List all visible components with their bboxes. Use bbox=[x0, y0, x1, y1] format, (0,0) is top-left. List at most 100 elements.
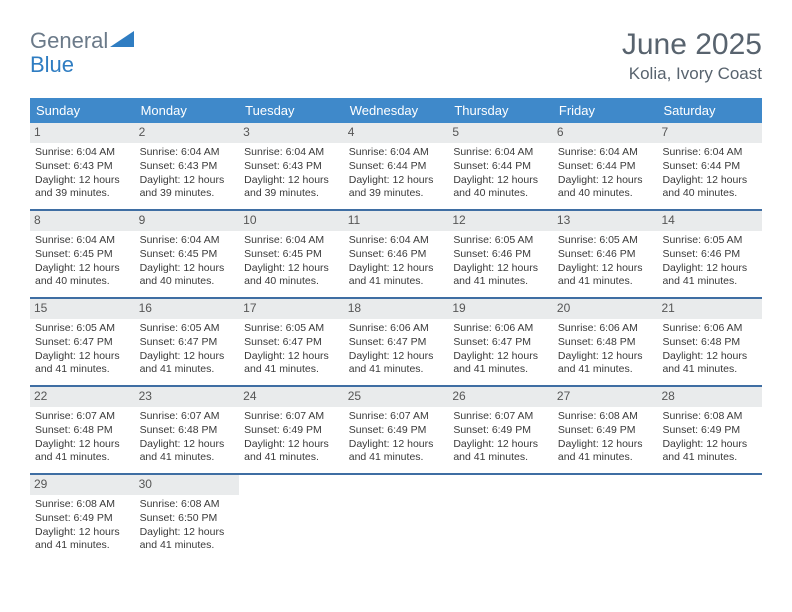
daylight-text: Daylight: 12 hours bbox=[35, 438, 131, 452]
day-body: Sunrise: 6:05 AMSunset: 6:47 PMDaylight:… bbox=[34, 322, 131, 377]
sunset-text: Sunset: 6:48 PM bbox=[35, 424, 131, 438]
daylight-text: and 41 minutes. bbox=[349, 275, 445, 289]
sunset-text: Sunset: 6:46 PM bbox=[349, 248, 445, 262]
sunrise-text: Sunrise: 6:04 AM bbox=[662, 146, 758, 160]
sunrise-text: Sunrise: 6:08 AM bbox=[35, 498, 131, 512]
sunrise-text: Sunrise: 6:07 AM bbox=[349, 410, 445, 424]
day-number: 10 bbox=[239, 211, 344, 231]
sunset-text: Sunset: 6:44 PM bbox=[558, 160, 654, 174]
calendar-day-cell: 25Sunrise: 6:07 AMSunset: 6:49 PMDayligh… bbox=[344, 387, 449, 473]
day-body: Sunrise: 6:04 AMSunset: 6:43 PMDaylight:… bbox=[34, 146, 131, 201]
sunrise-text: Sunrise: 6:04 AM bbox=[349, 234, 445, 248]
daylight-text: and 39 minutes. bbox=[349, 187, 445, 201]
daylight-text: Daylight: 12 hours bbox=[244, 262, 340, 276]
sunrise-text: Sunrise: 6:08 AM bbox=[140, 498, 236, 512]
daylight-text: and 41 minutes. bbox=[140, 451, 236, 465]
daylight-text: Daylight: 12 hours bbox=[140, 526, 236, 540]
daylight-text: Daylight: 12 hours bbox=[453, 438, 549, 452]
day-body: Sunrise: 6:04 AMSunset: 6:44 PMDaylight:… bbox=[661, 146, 758, 201]
calendar-day-cell: 19Sunrise: 6:06 AMSunset: 6:47 PMDayligh… bbox=[448, 299, 553, 385]
daylight-text: Daylight: 12 hours bbox=[662, 438, 758, 452]
sunset-text: Sunset: 6:45 PM bbox=[35, 248, 131, 262]
day-number: 3 bbox=[239, 123, 344, 143]
daylight-text: and 41 minutes. bbox=[349, 363, 445, 377]
daylight-text: Daylight: 12 hours bbox=[453, 262, 549, 276]
daylight-text: and 40 minutes. bbox=[140, 275, 236, 289]
sunset-text: Sunset: 6:47 PM bbox=[140, 336, 236, 350]
day-body: Sunrise: 6:05 AMSunset: 6:46 PMDaylight:… bbox=[452, 234, 549, 289]
calendar-empty-cell bbox=[344, 475, 449, 561]
calendar-day-cell: 24Sunrise: 6:07 AMSunset: 6:49 PMDayligh… bbox=[239, 387, 344, 473]
daylight-text: Daylight: 12 hours bbox=[558, 350, 654, 364]
weekday-heading: Thursday bbox=[448, 98, 553, 123]
daylight-text: Daylight: 12 hours bbox=[35, 174, 131, 188]
calendar-day-cell: 18 Sunrise: 6:06 AMSunset: 6:47 PMDayligh… bbox=[344, 299, 449, 385]
day-body: Sunrise: 6:08 AMSunset: 6:49 PMDaylight:… bbox=[661, 410, 758, 465]
daylight-text: and 41 minutes. bbox=[140, 539, 236, 553]
calendar-day-cell: 28 Sunrise: 6:08 AMSunset: 6:49 PMDayligh… bbox=[657, 387, 762, 473]
day-number: 2 bbox=[135, 123, 240, 143]
day-number: 21 bbox=[657, 299, 762, 319]
calendar-day-cell: 17Sunrise: 6:05 AMSunset: 6:47 PMDayligh… bbox=[239, 299, 344, 385]
daylight-text: Daylight: 12 hours bbox=[244, 174, 340, 188]
sunrise-text: Sunrise: 6:05 AM bbox=[244, 322, 340, 336]
day-body: Sunrise: 6:04 AMSunset: 6:44 PMDaylight:… bbox=[452, 146, 549, 201]
sunset-text: Sunset: 6:47 PM bbox=[453, 336, 549, 350]
sunrise-text: Sunrise: 6:04 AM bbox=[140, 234, 236, 248]
day-body: Sunrise: 6:05 AMSunset: 6:46 PMDaylight:… bbox=[661, 234, 758, 289]
sunrise-text: Sunrise: 6:07 AM bbox=[140, 410, 236, 424]
page-subtitle: Kolia, Ivory Coast bbox=[622, 64, 762, 84]
sunset-text: Sunset: 6:50 PM bbox=[140, 512, 236, 526]
day-number: 26 bbox=[448, 387, 553, 407]
sunrise-text: Sunrise: 6:08 AM bbox=[558, 410, 654, 424]
day-body: Sunrise: 6:05 AMSunset: 6:47 PMDaylight:… bbox=[243, 322, 340, 377]
daylight-text: and 39 minutes. bbox=[140, 187, 236, 201]
calendar-day-cell: 14Sunrise: 6:05 AMSunset: 6:46 PMDayligh… bbox=[657, 211, 762, 297]
daylight-text: and 41 minutes. bbox=[35, 363, 131, 377]
sunset-text: Sunset: 6:44 PM bbox=[349, 160, 445, 174]
weekday-heading: Friday bbox=[553, 98, 658, 123]
day-body: Sunrise: 6:04 AMSunset: 6:43 PMDaylight:… bbox=[139, 146, 236, 201]
day-body: Sunrise: 6:07 AMSunset: 6:48 PMDaylight:… bbox=[139, 410, 236, 465]
day-number: 20 bbox=[553, 299, 658, 319]
sunrise-text: Sunrise: 6:04 AM bbox=[244, 146, 340, 160]
day-body: Sunrise: 6:04 AMSunset: 6:45 PMDaylight:… bbox=[34, 234, 131, 289]
daylight-text: and 41 minutes. bbox=[662, 363, 758, 377]
calendar-day-cell: 7 Sunrise: 6:04 AMSunset: 6:44 PMDaylight… bbox=[657, 123, 762, 209]
day-number: 18 bbox=[344, 299, 449, 319]
day-number: 7 bbox=[657, 123, 762, 143]
day-body: Sunrise: 6:06 AMSunset: 6:47 PMDaylight:… bbox=[348, 322, 445, 377]
sunrise-text: Sunrise: 6:06 AM bbox=[662, 322, 758, 336]
sunrise-text: Sunrise: 6:07 AM bbox=[244, 410, 340, 424]
day-body: Sunrise: 6:08 AMSunset: 6:50 PMDaylight:… bbox=[139, 498, 236, 553]
day-body: Sunrise: 6:07 AMSunset: 6:49 PMDaylight:… bbox=[243, 410, 340, 465]
daylight-text: and 41 minutes. bbox=[662, 451, 758, 465]
day-number: 19 bbox=[448, 299, 553, 319]
daylight-text: and 41 minutes. bbox=[453, 451, 549, 465]
daylight-text: and 41 minutes. bbox=[453, 275, 549, 289]
logo-text-1: General bbox=[30, 28, 108, 54]
daylight-text: Daylight: 12 hours bbox=[558, 438, 654, 452]
logo-triangle-icon bbox=[110, 29, 134, 49]
calendar-day-cell: 21Sunrise: 6:06 AMSunset: 6:48 PMDayligh… bbox=[657, 299, 762, 385]
sunset-text: Sunset: 6:43 PM bbox=[35, 160, 131, 174]
sunrise-text: Sunrise: 6:07 AM bbox=[35, 410, 131, 424]
day-body: Sunrise: 6:05 AMSunset: 6:47 PMDaylight:… bbox=[139, 322, 236, 377]
sunrise-text: Sunrise: 6:05 AM bbox=[662, 234, 758, 248]
sunrise-text: Sunrise: 6:04 AM bbox=[558, 146, 654, 160]
day-number: 6 bbox=[553, 123, 658, 143]
calendar-day-cell: 11Sunrise: 6:04 AMSunset: 6:46 PMDayligh… bbox=[344, 211, 449, 297]
day-body: Sunrise: 6:07 AMSunset: 6:49 PMDaylight:… bbox=[452, 410, 549, 465]
daylight-text: and 41 minutes. bbox=[140, 363, 236, 377]
calendar-day-cell: 4Sunrise: 6:04 AMSunset: 6:44 PMDaylight… bbox=[344, 123, 449, 209]
page-title: June 2025 bbox=[622, 28, 762, 62]
sunrise-text: Sunrise: 6:06 AM bbox=[558, 322, 654, 336]
day-body: Sunrise: 6:04 AMSunset: 6:45 PMDaylight:… bbox=[139, 234, 236, 289]
calendar-day-cell: 20Sunrise: 6:06 AMSunset: 6:48 PMDayligh… bbox=[553, 299, 658, 385]
day-number: 29 bbox=[30, 475, 135, 495]
daylight-text: and 41 minutes. bbox=[558, 451, 654, 465]
calendar-day-cell: 6Sunrise: 6:04 AMSunset: 6:44 PMDaylight… bbox=[553, 123, 658, 209]
sunrise-text: Sunrise: 6:05 AM bbox=[35, 322, 131, 336]
day-number: 28 bbox=[657, 387, 762, 407]
sunrise-text: Sunrise: 6:05 AM bbox=[558, 234, 654, 248]
